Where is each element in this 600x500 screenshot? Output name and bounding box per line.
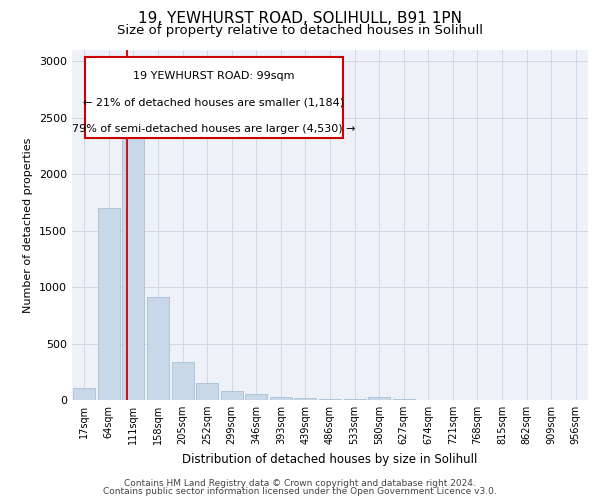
- Text: Contains public sector information licensed under the Open Government Licence v3: Contains public sector information licen…: [103, 487, 497, 496]
- Bar: [221, 391, 243, 400]
- Bar: [270, 396, 292, 400]
- Bar: [122, 132, 145, 400]
- Text: 19 YEWHURST ROAD: 99sqm: 19 YEWHURST ROAD: 99sqm: [133, 71, 295, 81]
- X-axis label: Distribution of detached houses by size in Solihull: Distribution of detached houses by size …: [182, 452, 478, 466]
- Bar: [98, 208, 120, 400]
- Text: 19, YEWHURST ROAD, SOLIHULL, B91 1PN: 19, YEWHURST ROAD, SOLIHULL, B91 1PN: [138, 11, 462, 26]
- Bar: [196, 382, 218, 400]
- FancyBboxPatch shape: [85, 57, 343, 138]
- Text: Size of property relative to detached houses in Solihull: Size of property relative to detached ho…: [117, 24, 483, 37]
- Text: ← 21% of detached houses are smaller (1,184): ← 21% of detached houses are smaller (1,…: [83, 98, 344, 108]
- Bar: [245, 394, 268, 400]
- Bar: [368, 396, 390, 400]
- Text: Contains HM Land Registry data © Crown copyright and database right 2024.: Contains HM Land Registry data © Crown c…: [124, 478, 476, 488]
- Bar: [295, 398, 316, 400]
- Bar: [147, 298, 169, 400]
- Text: 79% of semi-detached houses are larger (4,530) →: 79% of semi-detached houses are larger (…: [72, 124, 356, 134]
- Bar: [172, 362, 194, 400]
- Bar: [73, 388, 95, 400]
- Y-axis label: Number of detached properties: Number of detached properties: [23, 138, 34, 312]
